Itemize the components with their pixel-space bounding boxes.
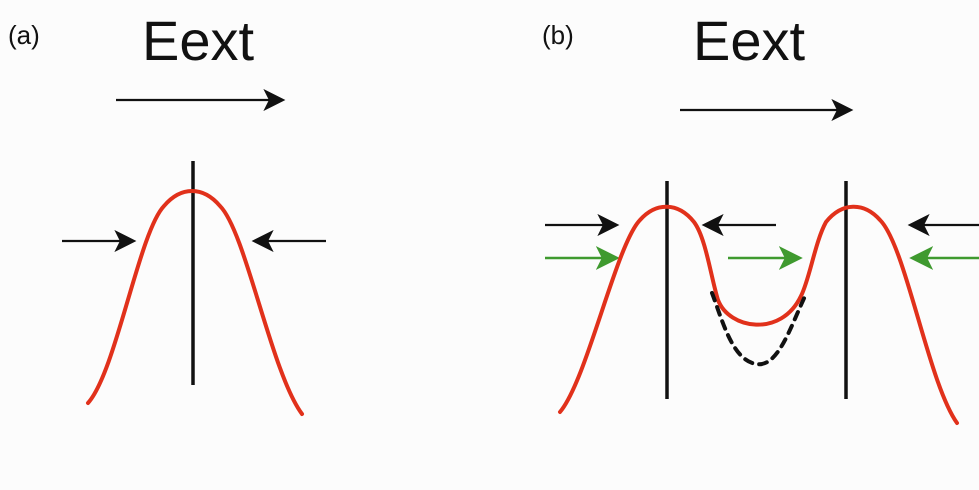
panel-b-field-label: Eext [693,9,805,72]
panel-a-field-label: Eext [142,9,254,72]
panel-b: (b) Eext [542,9,979,425]
panel-a-label: (a) [8,20,40,50]
panel-b-dashed-dip-curve [710,291,808,367]
panel-a: (a) Eext [8,9,326,416]
panel-a-red-curve [86,189,304,416]
panel-b-red-curve [558,204,959,425]
panel-b-label: (b) [542,20,574,50]
